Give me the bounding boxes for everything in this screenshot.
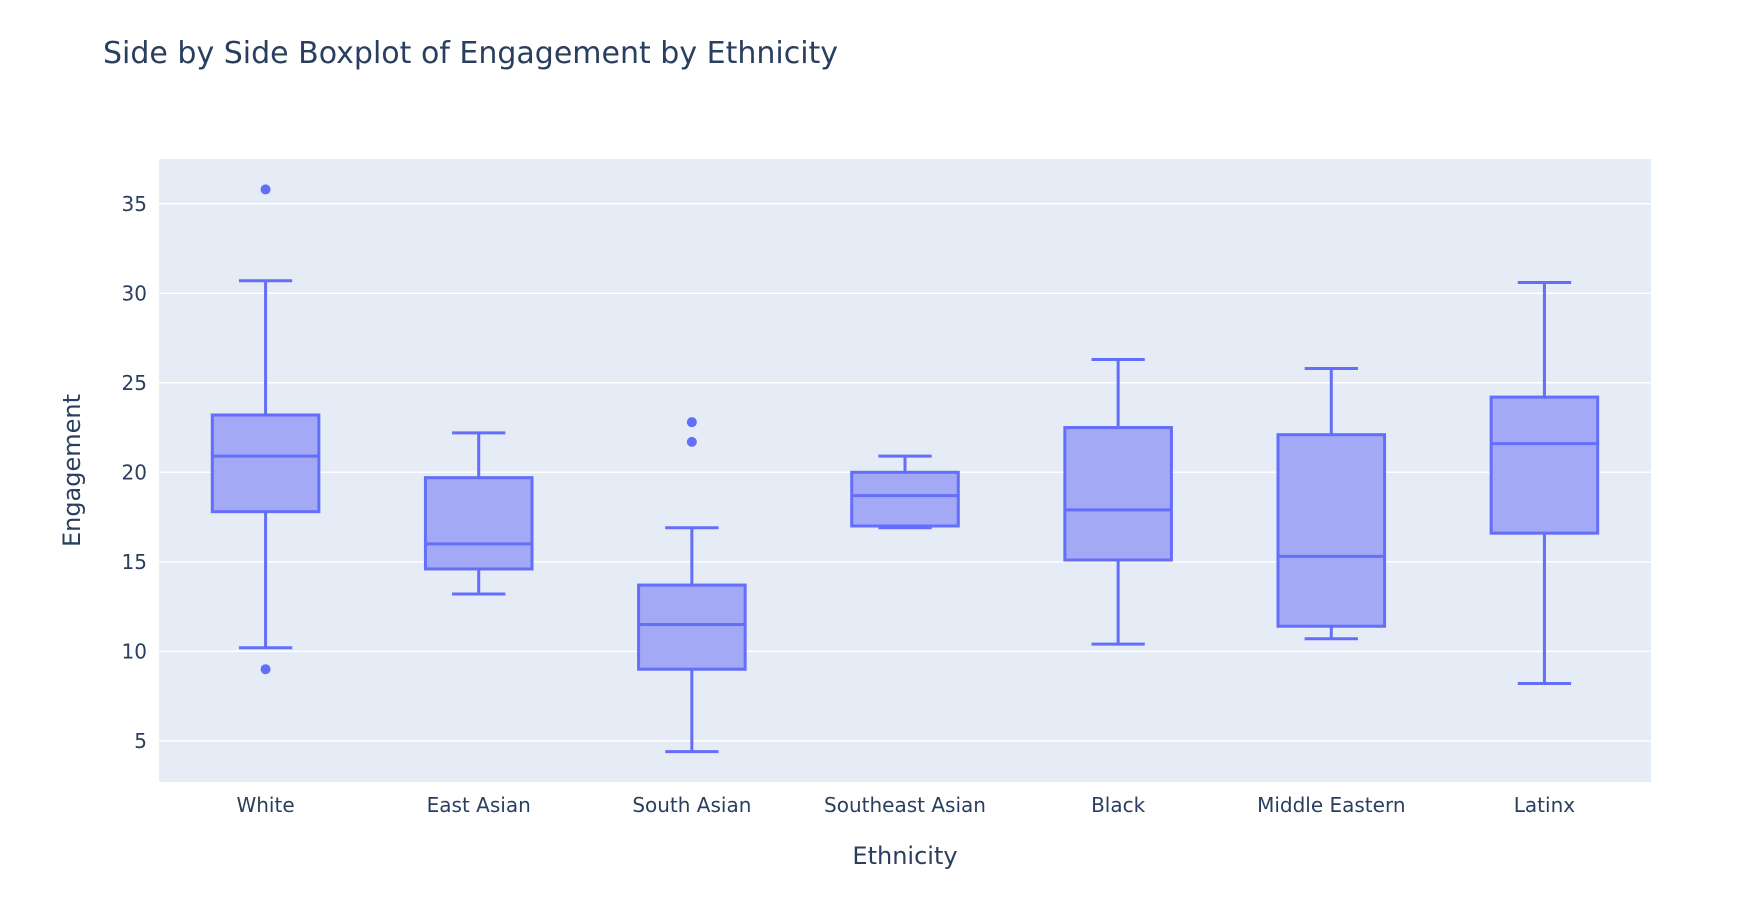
grid-lines (159, 203, 1651, 742)
x-tick-label-middle-eastern: Middle Eastern (1257, 793, 1405, 817)
outlier-point (260, 664, 271, 675)
y-tick-label-35: 35 (122, 192, 147, 216)
outlier-point (686, 436, 697, 447)
y-tick-label-10: 10 (122, 639, 147, 663)
box-southeast-asian (850, 454, 960, 530)
x-tick-label-south-asian: South Asian (632, 793, 751, 817)
x-axis-ticks: White East Asian South Asian Southeast Asia… (236, 793, 1575, 817)
x-tick-label-black: Black (1091, 793, 1146, 817)
box-middle-eastern (1276, 366, 1387, 641)
x-tick-label-latinx: Latinx (1514, 793, 1575, 817)
box-latinx (1489, 281, 1600, 686)
y-axis-ticks: 5 10 15 20 25 30 35 (122, 192, 147, 753)
x-tick-label-white: White (236, 793, 294, 817)
x-tick-label-southeast-asian: Southeast Asian (824, 793, 986, 817)
outlier-point (686, 417, 697, 428)
y-tick-label-5: 5 (134, 729, 147, 753)
iqr-box (210, 413, 321, 514)
y-tick-label-25: 25 (122, 371, 147, 395)
box-black (1063, 358, 1173, 646)
box-east-asian (423, 431, 534, 596)
iqr-box (423, 476, 534, 571)
iqr-box (1489, 395, 1600, 535)
y-tick-label-15: 15 (122, 550, 147, 574)
x-tick-label-east-asian: East Asian (427, 793, 531, 817)
box-south-asian (637, 417, 747, 754)
iqr-box (1063, 426, 1173, 562)
y-axis-title: Engagement (58, 394, 86, 547)
iqr-box (850, 470, 960, 528)
y-tick-label-30: 30 (122, 281, 147, 305)
y-tick-label-20: 20 (122, 460, 147, 484)
chart-title: Side by Side Boxplot of Engagement by Et… (103, 36, 839, 71)
iqr-box (1276, 433, 1387, 628)
x-axis-title: Ethnicity (852, 842, 957, 870)
iqr-box (637, 583, 747, 671)
outlier-point (260, 184, 271, 195)
box-white (210, 184, 321, 675)
boxes (210, 184, 1600, 754)
